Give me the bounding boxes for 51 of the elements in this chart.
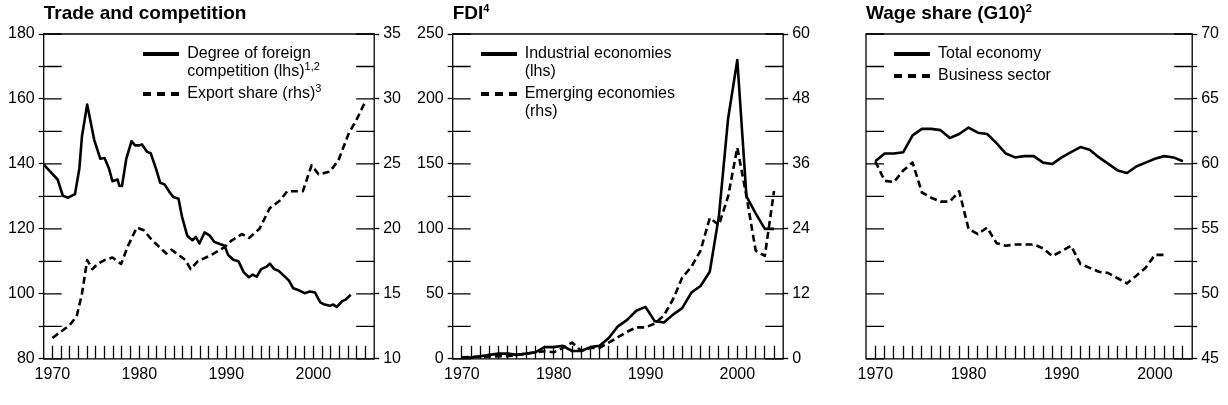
x-tick-label: 1980 <box>535 364 572 382</box>
y2-tick-label: 50 <box>1201 284 1220 302</box>
y2-tick-label: 65 <box>1201 89 1220 107</box>
y2-tick-label: 12 <box>792 284 811 302</box>
y2-tick-label: 35 <box>383 24 402 42</box>
x-tick-label: 1970 <box>34 364 71 382</box>
y-tick-label: 120 <box>7 219 35 237</box>
x-tick-label: 1990 <box>627 364 664 382</box>
chart-title: Trade and competition <box>43 2 247 24</box>
y-tick-label: 150 <box>416 154 444 172</box>
y2-tick-label: 60 <box>792 24 811 42</box>
y-tick-label: 200 <box>416 89 444 107</box>
y2-tick-label: 25 <box>383 154 402 172</box>
x-tick-label: 1990 <box>208 364 245 382</box>
legend-label: Emerging economies (rhs) <box>524 84 676 120</box>
legend-label: Business sector <box>938 66 1051 84</box>
y-tick-label: 80 <box>16 349 35 367</box>
y-tick-label: 50 <box>425 284 444 302</box>
x-tick-label: 1980 <box>121 364 158 382</box>
y2-tick-label: 55 <box>1201 219 1220 237</box>
y2-tick-label: 24 <box>792 219 811 237</box>
x-tick-label: 1970 <box>857 364 894 382</box>
chart-title: Wage share (G10)$^{2}$ <box>866 1 1032 24</box>
y-tick-label: 160 <box>7 89 35 107</box>
legend-label: Export share (rhs)$^{3}$ <box>187 81 322 102</box>
y-tick-label: 100 <box>416 219 444 237</box>
y2-tick-label: 36 <box>792 154 811 172</box>
y2-tick-label: 45 <box>1201 349 1220 367</box>
x-tick-label: 2000 <box>719 364 756 382</box>
y2-tick-label: 60 <box>1201 154 1220 172</box>
x-tick-label: 1970 <box>444 364 480 382</box>
y-tick-label: 0 <box>434 349 444 367</box>
y2-tick-label: 0 <box>792 349 802 367</box>
x-tick-label: 1980 <box>950 364 987 382</box>
y-tick-label: 180 <box>7 24 35 42</box>
y2-tick-label: 20 <box>383 219 402 237</box>
x-tick-label: 2000 <box>295 364 332 382</box>
y2-tick-label: 70 <box>1201 24 1220 42</box>
chart-title: FDI$^{4}$ <box>452 1 490 24</box>
y-tick-label: 250 <box>416 24 444 42</box>
y2-tick-label: 30 <box>383 89 402 107</box>
y2-tick-label: 10 <box>383 349 402 367</box>
y-tick-label: 100 <box>7 284 35 302</box>
y-tick-label: 140 <box>7 154 35 172</box>
y2-tick-label: 48 <box>792 89 811 107</box>
legend-label: Degree of foreign competition (lhs)$^{1,2}$ <box>187 44 321 80</box>
legend-label: Industrial economies (lhs) <box>524 44 673 80</box>
y2-tick-label: 15 <box>383 284 402 302</box>
x-tick-label: 1990 <box>1043 364 1080 382</box>
x-tick-label: 2000 <box>1137 364 1173 382</box>
legend-label: Total economy <box>938 44 1042 62</box>
